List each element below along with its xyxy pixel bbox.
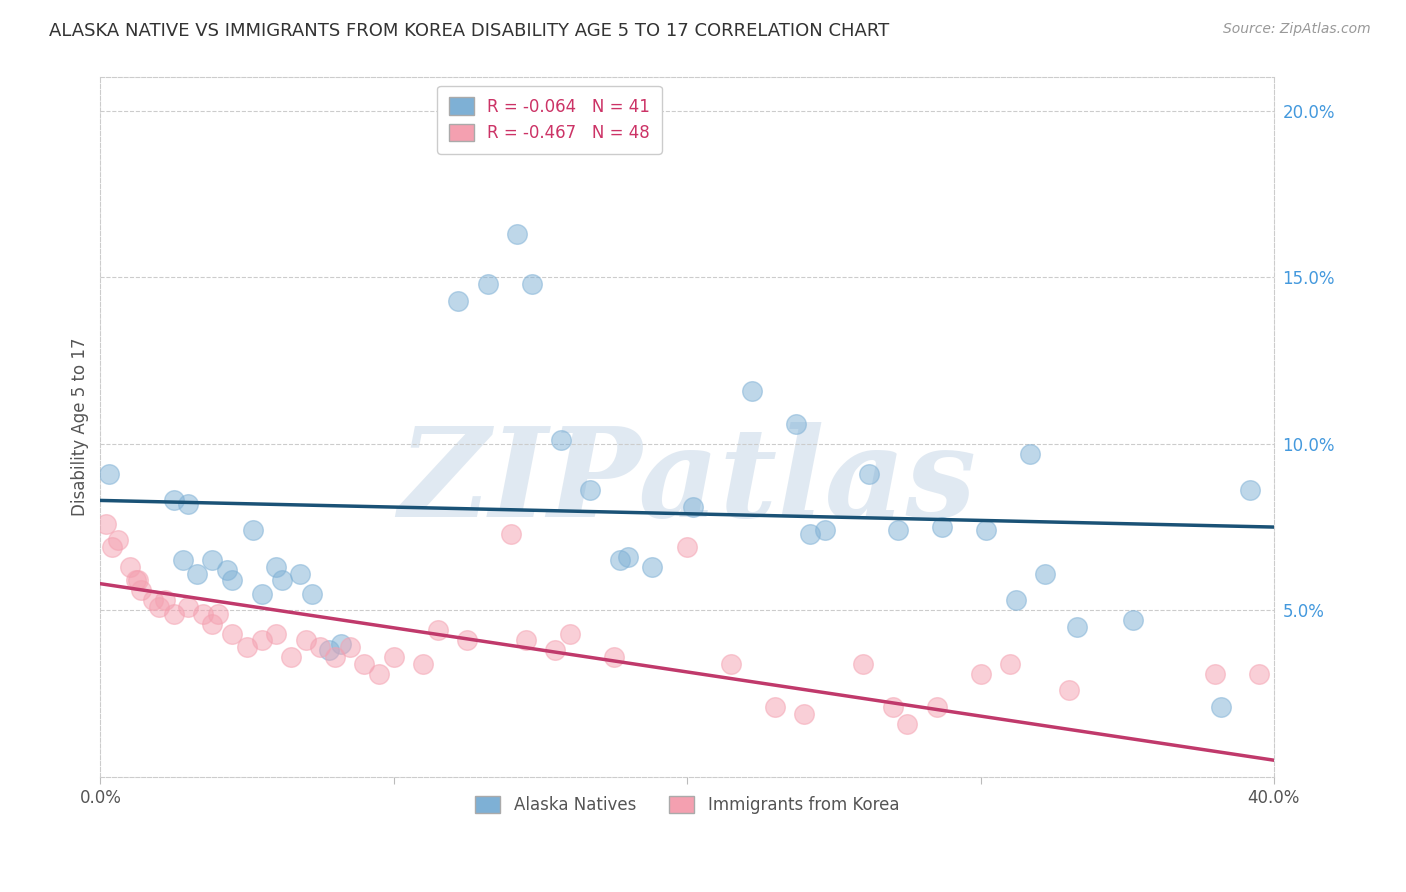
Point bbox=[131, 583, 153, 598]
Point bbox=[288, 566, 311, 581]
Point bbox=[329, 637, 352, 651]
Point bbox=[998, 657, 1021, 671]
Point bbox=[266, 626, 288, 640]
Point bbox=[1211, 700, 1233, 714]
Point bbox=[186, 566, 208, 581]
Point bbox=[153, 593, 176, 607]
Point bbox=[785, 417, 807, 431]
Point bbox=[426, 624, 449, 638]
Point bbox=[1122, 613, 1144, 627]
Point bbox=[603, 650, 626, 665]
Text: ZIPatlas: ZIPatlas bbox=[398, 422, 976, 544]
Point bbox=[177, 497, 200, 511]
Point bbox=[271, 574, 294, 588]
Point bbox=[215, 563, 238, 577]
Point bbox=[201, 616, 224, 631]
Point bbox=[323, 650, 346, 665]
Point bbox=[887, 524, 910, 538]
Point bbox=[501, 526, 523, 541]
Point bbox=[318, 643, 340, 657]
Point bbox=[506, 227, 529, 241]
Point bbox=[266, 560, 288, 574]
Point bbox=[520, 277, 543, 291]
Point bbox=[250, 633, 273, 648]
Point bbox=[207, 607, 229, 621]
Point bbox=[814, 524, 837, 538]
Point bbox=[1066, 620, 1088, 634]
Point bbox=[477, 277, 499, 291]
Point bbox=[98, 467, 121, 481]
Point bbox=[858, 467, 880, 481]
Point bbox=[931, 520, 953, 534]
Point bbox=[128, 574, 150, 588]
Point bbox=[142, 593, 165, 607]
Point bbox=[682, 500, 704, 514]
Point bbox=[163, 493, 186, 508]
Point bbox=[124, 574, 146, 588]
Point bbox=[163, 607, 186, 621]
Point bbox=[976, 524, 998, 538]
Point bbox=[236, 640, 259, 654]
Point bbox=[925, 700, 948, 714]
Point bbox=[720, 657, 742, 671]
Legend: Alaska Natives, Immigrants from Korea: Alaska Natives, Immigrants from Korea bbox=[465, 787, 910, 824]
Point bbox=[339, 640, 361, 654]
Point bbox=[882, 700, 904, 714]
Point bbox=[368, 666, 391, 681]
Point bbox=[456, 633, 478, 648]
Point bbox=[221, 626, 243, 640]
Point bbox=[101, 540, 124, 554]
Point bbox=[852, 657, 875, 671]
Point bbox=[177, 599, 200, 614]
Point bbox=[544, 643, 567, 657]
Text: ALASKA NATIVE VS IMMIGRANTS FROM KOREA DISABILITY AGE 5 TO 17 CORRELATION CHART: ALASKA NATIVE VS IMMIGRANTS FROM KOREA D… bbox=[49, 22, 890, 40]
Point bbox=[221, 574, 243, 588]
Point bbox=[1249, 666, 1271, 681]
Point bbox=[447, 293, 470, 308]
Point bbox=[1033, 566, 1056, 581]
Point bbox=[969, 666, 991, 681]
Point bbox=[579, 483, 602, 498]
Point bbox=[558, 626, 581, 640]
Point bbox=[191, 607, 214, 621]
Point bbox=[676, 540, 699, 554]
Point bbox=[301, 587, 323, 601]
Text: Source: ZipAtlas.com: Source: ZipAtlas.com bbox=[1223, 22, 1371, 37]
Point bbox=[1019, 447, 1042, 461]
Point bbox=[172, 553, 194, 567]
Point bbox=[741, 384, 763, 398]
Point bbox=[309, 640, 332, 654]
Point bbox=[1239, 483, 1261, 498]
Point bbox=[96, 516, 118, 531]
Point bbox=[763, 700, 786, 714]
Point bbox=[280, 650, 302, 665]
Y-axis label: Disability Age 5 to 17: Disability Age 5 to 17 bbox=[72, 338, 89, 516]
Point bbox=[294, 633, 316, 648]
Point bbox=[515, 633, 537, 648]
Point bbox=[641, 560, 664, 574]
Point bbox=[609, 553, 631, 567]
Point bbox=[550, 434, 572, 448]
Point bbox=[896, 716, 918, 731]
Point bbox=[107, 533, 129, 548]
Point bbox=[201, 553, 224, 567]
Point bbox=[250, 587, 273, 601]
Point bbox=[382, 650, 405, 665]
Point bbox=[1204, 666, 1226, 681]
Point bbox=[412, 657, 434, 671]
Point bbox=[793, 706, 815, 721]
Point bbox=[118, 560, 141, 574]
Point bbox=[148, 599, 170, 614]
Point bbox=[1004, 593, 1026, 607]
Point bbox=[353, 657, 375, 671]
Point bbox=[1057, 683, 1080, 698]
Point bbox=[242, 524, 264, 538]
Point bbox=[617, 549, 640, 564]
Point bbox=[799, 526, 821, 541]
